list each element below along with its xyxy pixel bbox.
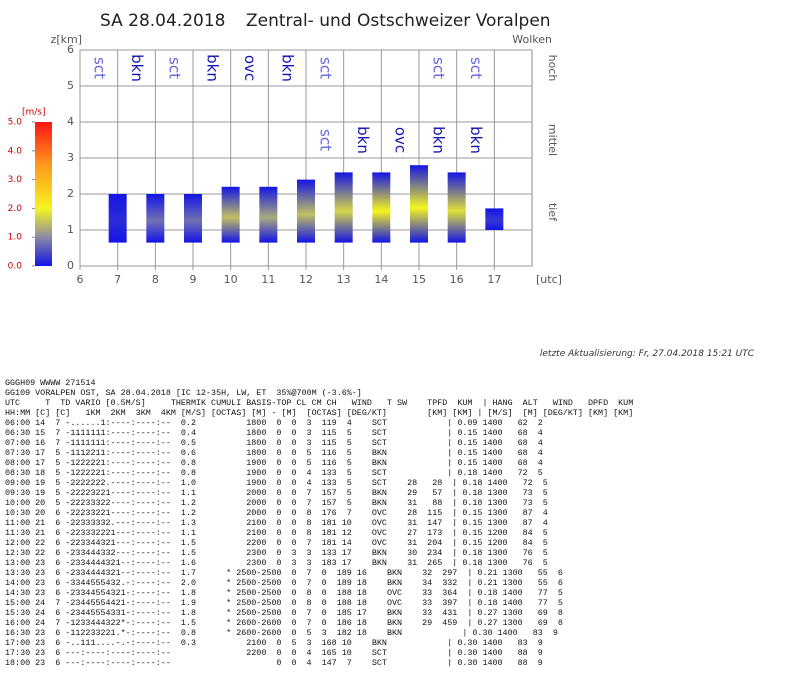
report-line: 08:30 18 5 -1222221:----:----:-- 0.8 190… xyxy=(5,468,543,478)
cloud-cover: bkn xyxy=(467,126,485,154)
cloud-cover: ovc xyxy=(241,55,259,81)
report-line: UTC T TD VARIO [0.5M/S] THERMIK CUMULI B… xyxy=(5,398,634,408)
thermal-bar xyxy=(485,208,504,230)
report-line: 16:30 23 6 -112233221.*-:----:-- 0.8 * 2… xyxy=(5,628,558,638)
level-label: hoch xyxy=(546,55,559,82)
thermal-bar xyxy=(334,172,353,243)
report-line: 12:30 22 6 -233444332---:----:-- 1.5 230… xyxy=(5,548,548,558)
cloud-label: Wolken xyxy=(512,33,552,46)
report-line: 13:30 23 6 -2334444321--:----:-- 1.7 * 2… xyxy=(5,568,563,578)
report-line: 15:30 24 6 -23445554331-:----:-- 1.8 * 2… xyxy=(5,608,563,618)
thermal-bar xyxy=(221,186,240,243)
report-line: 06:30 15 7 -1111111:----:----:-- 0.4 180… xyxy=(5,428,543,438)
x-tick-label: 15 xyxy=(412,273,426,286)
cloud-cover: sct xyxy=(316,129,334,151)
cloud-cover: sct xyxy=(166,57,184,79)
y-tick-label: 5 xyxy=(67,79,74,92)
x-tick-label: 17 xyxy=(487,273,501,286)
x-tick-label: 6 xyxy=(77,273,84,286)
report-line: 06:00 14 7 -......1:----:----:-- 0.2 180… xyxy=(5,418,543,428)
level-label: mittel xyxy=(546,124,559,156)
report-line: GGGH09 WWWW 271514 xyxy=(5,378,96,388)
report-line: 07:30 17 5 -1112211:----:----:-- 0.6 180… xyxy=(5,448,543,458)
thermal-bar xyxy=(108,194,127,243)
x-axis-label: [utc] xyxy=(536,273,562,286)
colorbar-tick-label: 0.0 xyxy=(8,262,23,272)
x-tick-label: 8 xyxy=(152,273,159,286)
y-tick-label: 6 xyxy=(67,43,74,56)
colorbar-tick-label: 5.0 xyxy=(8,118,23,128)
colorbar-tick-label: 2.0 xyxy=(8,204,23,214)
y-tick-label: 1 xyxy=(67,223,74,236)
thermal-bar xyxy=(184,194,202,243)
cloud-cover: bkn xyxy=(128,54,146,82)
cloud-cover: bkn xyxy=(354,126,372,154)
x-tick-label: 11 xyxy=(261,273,275,286)
thermal-bar xyxy=(447,172,466,243)
report-line: 11:00 21 6 -22333332.---:----:-- 1.3 210… xyxy=(5,518,548,528)
x-tick-label: 13 xyxy=(337,273,351,286)
thermal-bar xyxy=(372,172,391,243)
colorbar xyxy=(35,122,52,266)
colorbar-tick-label: 1.0 xyxy=(8,233,23,243)
cloud-cover: sct xyxy=(467,57,485,79)
report: GGGH09 WWWW 271514 GG109 VORALPEN OST, SA… xyxy=(5,378,633,668)
x-tick-label: 9 xyxy=(190,273,197,286)
report-line: 16:00 24 7 -1233444322*-:----:-- 1.5 * 2… xyxy=(5,618,563,628)
report-line: 12:00 22 6 -223344321---:----:-- 1.5 220… xyxy=(5,538,548,548)
cloud-cover: sct xyxy=(316,57,334,79)
report-line: 15:00 24 7 -23445554421-:----:-- 1.9 * 2… xyxy=(5,598,563,608)
chart: SA 28.04.2018 Zentral- und Ostschweizer … xyxy=(8,11,562,286)
report-line: 18:00 23 6 ---:----:----:----:-- 0 0 4 1… xyxy=(5,658,543,668)
cloud-cover: bkn xyxy=(429,126,447,154)
chart-title: SA 28.04.2018 xyxy=(100,11,225,31)
chart-subtitle: Zentral- und Ostschweizer Voralpen xyxy=(246,11,551,31)
level-label: tief xyxy=(546,203,559,222)
cloud-cover: bkn xyxy=(203,54,221,82)
thermal-bar xyxy=(259,186,278,243)
report-line: 09:30 19 5 -22223221----:----:-- 1.1 200… xyxy=(5,488,548,498)
update-note: letzte Aktualisierung: Fr, 27.04.2018 15… xyxy=(539,349,754,359)
report-line: 07:00 16 7 -1111111:----:----:-- 0.5 180… xyxy=(5,438,543,448)
y-tick-label: 3 xyxy=(67,151,74,164)
report-line: HH:MM [C] [C] 1KM 2KM 3KM 4KM [M/S] [OCT… xyxy=(5,408,634,418)
cloud-cover: sct xyxy=(429,57,447,79)
thermal-bar xyxy=(297,179,315,243)
colorbar-tick-label: 4.0 xyxy=(8,146,23,156)
report-line: 10:00 20 5 -22233322----:----:-- 1.2 200… xyxy=(5,498,548,508)
y-axis-label: z[km] xyxy=(51,33,82,46)
y-tick-label: 0 xyxy=(67,259,74,272)
y-tick-label: 2 xyxy=(67,187,74,200)
report-line: 17:00 23 6 -..111....-.-:----:-- 0.3 210… xyxy=(5,638,543,648)
report-line: 13:00 23 6 -2334444321--:----:-- 1.6 230… xyxy=(5,558,548,568)
x-tick-label: 7 xyxy=(114,273,121,286)
report-line: 08:00 17 5 -1222221:----:----:-- 0.8 190… xyxy=(5,458,543,468)
colorbar-label: [m/s] xyxy=(22,108,46,118)
x-tick-label: 10 xyxy=(224,273,238,286)
y-tick-label: 4 xyxy=(67,115,74,128)
x-tick-label: 12 xyxy=(299,273,313,286)
report-line: 09:00 19 5 -2222222.----:----:-- 1.0 190… xyxy=(5,478,548,488)
thermal-bar xyxy=(146,194,165,243)
report-line: 10:30 20 6 -22233221----:----:-- 1.2 200… xyxy=(5,508,548,518)
colorbar-tick-label: 3.0 xyxy=(8,175,23,185)
x-tick-label: 14 xyxy=(374,273,388,286)
report-line: 14:00 23 6 -3344555432.-:----:-- 2.0 * 2… xyxy=(5,578,563,588)
cloud-cover: ovc xyxy=(392,127,410,153)
thermal-bar xyxy=(410,165,428,243)
cloud-cover: sct xyxy=(90,57,108,79)
cloud-cover: bkn xyxy=(279,54,297,82)
report-line: GG109 VORALPEN OST, SA 28.04.2018 [IC 12… xyxy=(5,388,362,398)
x-tick-label: 16 xyxy=(450,273,464,286)
report-line: 17:30 23 6 ---:----:----:----:-- 2200 0 … xyxy=(5,648,543,658)
report-line: 14:30 23 6 -23344554321-:----:-- 1.8 * 2… xyxy=(5,588,563,598)
report-line: 11:30 21 6 -223332221---:----:-- 1.1 210… xyxy=(5,528,548,538)
